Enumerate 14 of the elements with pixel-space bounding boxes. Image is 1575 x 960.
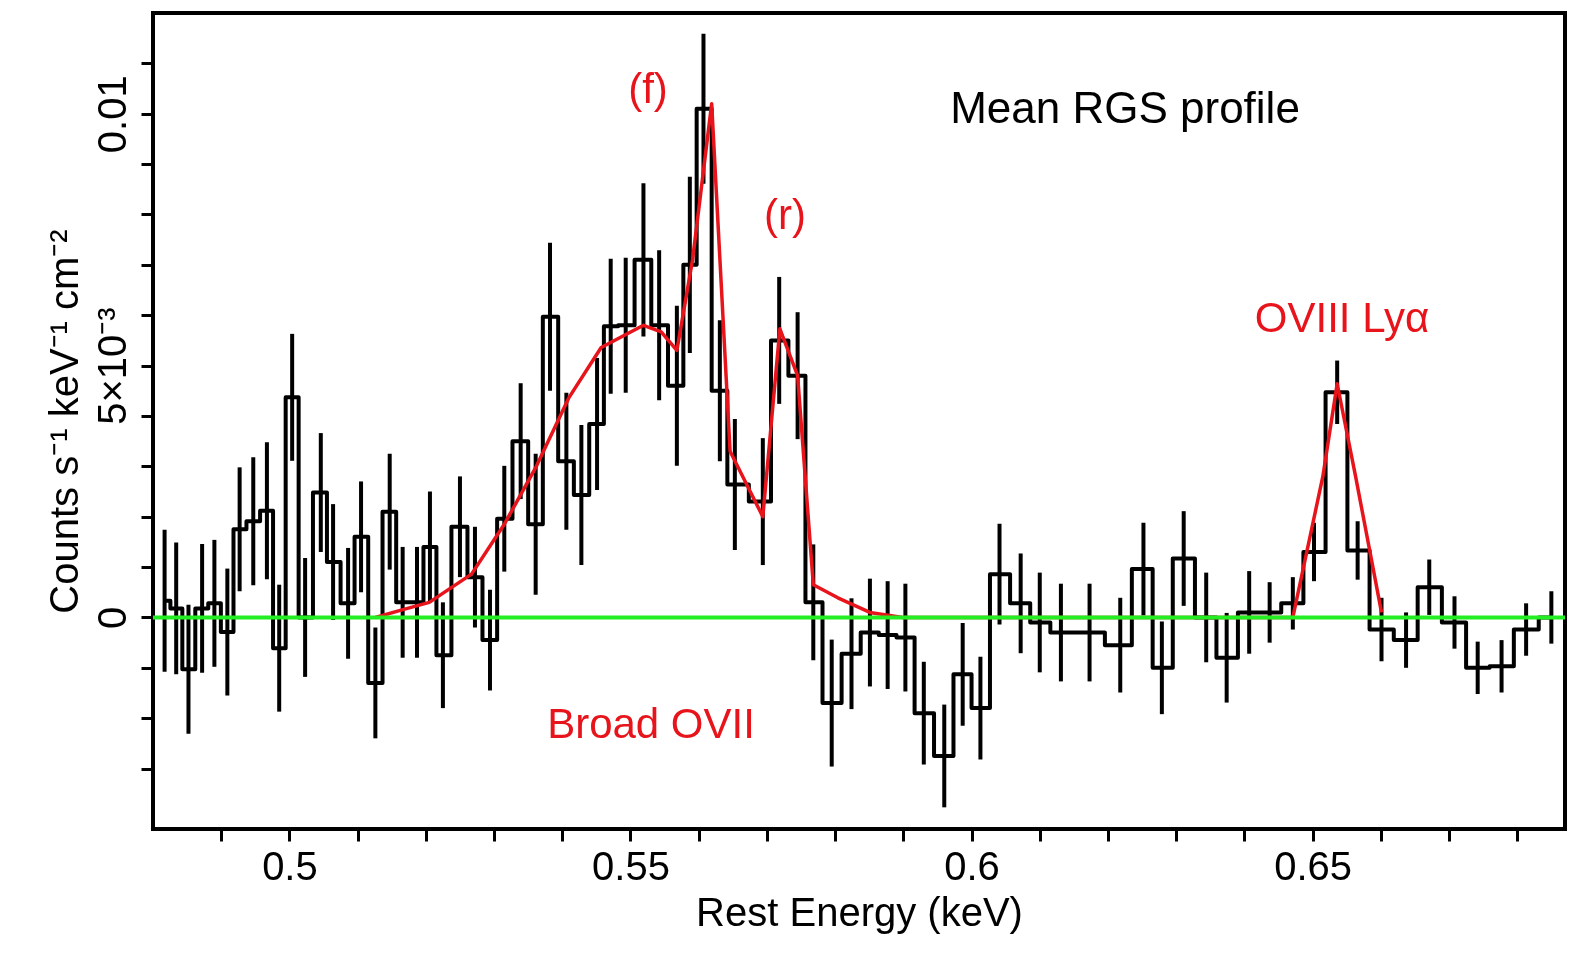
annotation: (f) (628, 65, 668, 112)
x-axis-title: Rest Energy (keV) (696, 889, 1023, 934)
y-axis-title: Counts s⁻¹ keV⁻¹ cm⁻² (41, 229, 86, 614)
x-tick-label: 0.6 (944, 843, 1000, 888)
x-tick-label: 0.65 (1274, 843, 1353, 888)
annotation: OVIII Lyα (1254, 294, 1430, 341)
x-tick-label: 0.55 (592, 843, 670, 888)
annotation: Broad OVII (547, 700, 755, 747)
y-tick-label: 0 (89, 606, 134, 630)
y-tick-label: 5×10⁻³ (89, 307, 134, 425)
y-tick-label: 0.01 (89, 75, 134, 154)
annotation: (r) (764, 191, 806, 238)
annotation: Mean RGS profile (950, 83, 1300, 132)
x-tick-label: 0.5 (262, 843, 318, 888)
